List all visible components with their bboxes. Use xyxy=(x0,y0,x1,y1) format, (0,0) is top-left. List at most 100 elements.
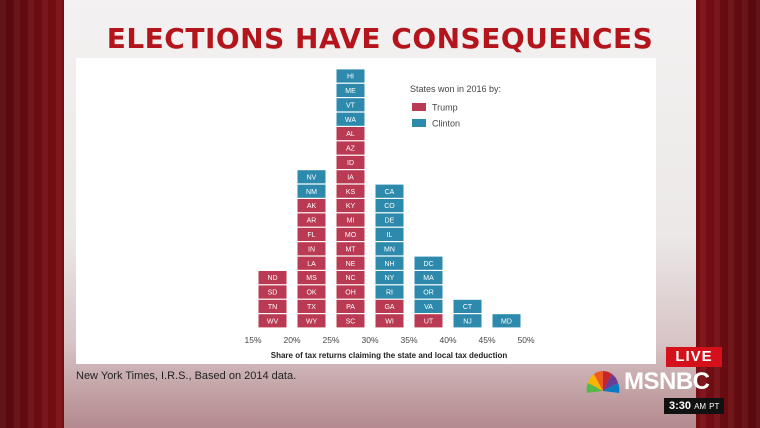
state-cell-az xyxy=(336,141,365,155)
state-label-wi: WI xyxy=(385,318,394,325)
state-label-ri: RI xyxy=(386,290,393,297)
state-label-sc: SC xyxy=(346,318,356,325)
state-label-or: OR xyxy=(423,290,434,297)
state-cell-co xyxy=(375,199,404,213)
state-cell-ma xyxy=(414,271,443,285)
state-cell-wa xyxy=(336,112,365,126)
state-cell-pa xyxy=(336,299,365,313)
state-label-ga: GA xyxy=(384,304,394,311)
state-label-tx: TX xyxy=(307,304,316,311)
state-label-nc: NC xyxy=(345,275,355,282)
x-tick-label: 30% xyxy=(361,335,378,345)
state-label-va: VA xyxy=(424,304,433,311)
state-cell-va xyxy=(414,299,443,313)
state-cell-ak xyxy=(297,199,326,213)
live-badge: LIVE xyxy=(666,347,722,367)
state-label-ok: OK xyxy=(306,290,316,297)
clock-timezone: PT xyxy=(709,402,720,411)
state-label-sd: SD xyxy=(268,290,278,297)
state-label-nv: NV xyxy=(307,174,317,181)
chart-card: ND SD TN WV NV NM AK AR FL IN LA MS OK TX WY HI ME VT WA AL… xyxy=(76,58,656,364)
state-label-ms: MS xyxy=(306,275,317,282)
state-label-nm: NM xyxy=(306,189,317,196)
state-label-la: LA xyxy=(307,261,316,268)
state-cell-nc xyxy=(336,271,365,285)
state-label-ny: NY xyxy=(385,275,395,282)
x-tick-label: 15% xyxy=(244,335,261,345)
legend-swatch-trump xyxy=(412,103,426,111)
source-caption: New York Times, I.R.S., Based on 2014 da… xyxy=(76,370,297,382)
x-tick-label: 20% xyxy=(283,335,300,345)
clock: 3:30 AM PT xyxy=(664,398,725,414)
state-cell-id xyxy=(336,155,365,169)
state-cell-nh xyxy=(375,256,404,270)
legend-swatch-clinton xyxy=(412,119,426,127)
state-cell-mi xyxy=(336,213,365,227)
state-label-az: AZ xyxy=(346,146,356,153)
state-label-wv: WV xyxy=(267,318,279,325)
state-cell-tx xyxy=(297,299,326,313)
state-label-ma: MA xyxy=(423,275,434,282)
state-cell-md xyxy=(492,314,521,328)
peacock-icon xyxy=(586,371,620,393)
legend-label-trump: Trump xyxy=(432,103,458,113)
state-label-ct: CT xyxy=(463,304,473,311)
state-cell-mt xyxy=(336,242,365,256)
x-tick-label: 45% xyxy=(478,335,495,345)
state-label-ne: NE xyxy=(346,261,356,268)
state-label-co: CO xyxy=(384,203,395,210)
state-cell-ia xyxy=(336,170,365,184)
state-label-vt: VT xyxy=(346,102,356,109)
state-cell-tn xyxy=(258,299,287,313)
state-cell-ut xyxy=(414,314,443,328)
state-cell-ct xyxy=(453,299,482,313)
state-label-dc: DC xyxy=(423,261,433,268)
state-cell-il xyxy=(375,227,404,241)
state-label-id: ID xyxy=(347,160,354,167)
state-cell-ar xyxy=(297,213,326,227)
state-label-ak: AK xyxy=(307,203,317,210)
state-label-ar: AR xyxy=(307,218,317,225)
state-label-il: IL xyxy=(387,232,393,239)
state-cell-nv xyxy=(297,170,326,184)
state-cell-sc xyxy=(336,314,365,328)
state-cell-hi xyxy=(336,69,365,83)
state-label-de: DE xyxy=(385,218,395,225)
state-label-ia: IA xyxy=(347,174,354,181)
histogram-chart: ND SD TN WV NV NM AK AR FL IN LA MS OK TX WY HI ME VT WA AL… xyxy=(244,69,535,360)
state-cell-de xyxy=(375,213,404,227)
state-label-nh: NH xyxy=(384,261,394,268)
state-cell-nm xyxy=(297,184,326,198)
state-cell-ca xyxy=(375,184,404,198)
state-cell-wy xyxy=(297,314,326,328)
state-label-nj: NJ xyxy=(463,318,472,325)
state-label-wa: WA xyxy=(345,117,356,124)
state-cell-mn xyxy=(375,242,404,256)
network-logo: MSNBC xyxy=(586,368,710,396)
state-label-tn: TN xyxy=(268,304,277,311)
state-label-in: IN xyxy=(308,246,315,253)
state-cell-sd xyxy=(258,285,287,299)
clock-time: 3:30 xyxy=(669,400,692,412)
state-label-mt: MT xyxy=(345,246,356,253)
state-label-nd: ND xyxy=(267,275,277,282)
state-cell-ok xyxy=(297,285,326,299)
state-label-hi: HI xyxy=(347,74,354,81)
state-label-fl: FL xyxy=(307,232,315,239)
network-name: MSNBC xyxy=(624,368,710,395)
state-label-wy: WY xyxy=(306,318,318,325)
state-cell-ms xyxy=(297,271,326,285)
x-tick-label: 40% xyxy=(439,335,456,345)
state-cell-vt xyxy=(336,98,365,112)
state-label-al: AL xyxy=(346,131,355,138)
state-cell-ks xyxy=(336,184,365,198)
x-tick-label: 50% xyxy=(517,335,534,345)
state-label-mn: MN xyxy=(384,246,395,253)
state-label-ut: UT xyxy=(424,318,434,325)
state-label-me: ME xyxy=(345,88,356,95)
state-cell-wv xyxy=(258,314,287,328)
state-cell-dc xyxy=(414,256,443,270)
state-cell-wi xyxy=(375,314,404,328)
clock-ampm: AM xyxy=(694,402,707,411)
headline: ELECTIONS HAVE CONSEQUENCES xyxy=(106,22,654,55)
